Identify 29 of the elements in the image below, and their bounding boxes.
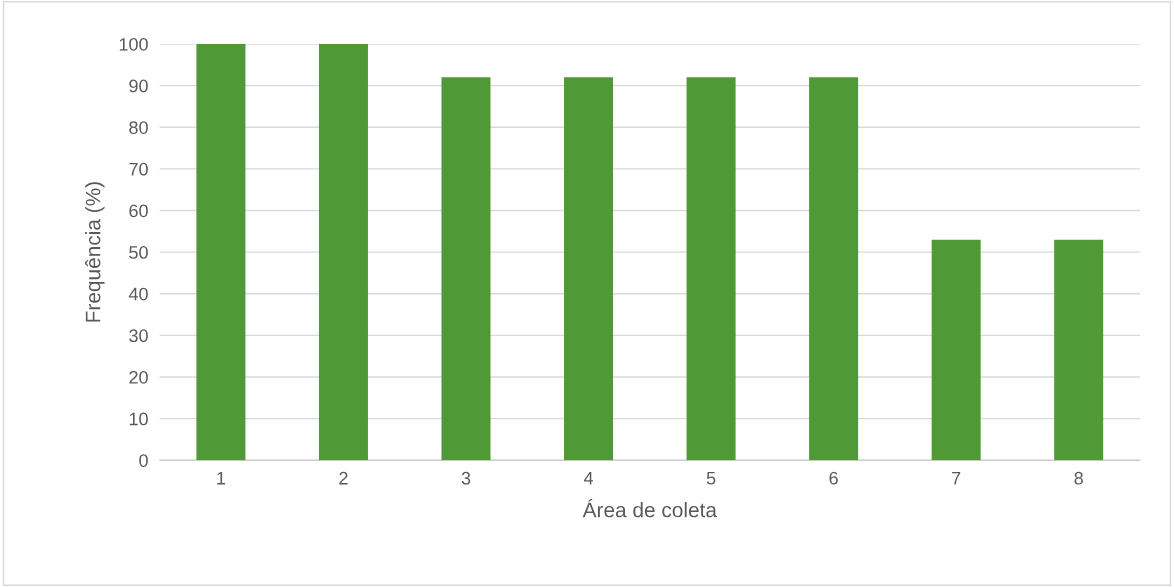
y-tick-label: 60 — [129, 204, 148, 218]
x-axis-title: Área de coleta — [582, 499, 717, 518]
bar — [931, 239, 981, 461]
x-tick-label: 2 — [339, 471, 348, 485]
y-tick-label: 10 — [129, 412, 148, 426]
y-tick-label: 100 — [119, 37, 148, 51]
bar — [564, 77, 614, 461]
x-tick-label: 5 — [706, 471, 716, 485]
bar — [441, 77, 491, 461]
bar — [196, 44, 246, 461]
y-tick-label: 50 — [129, 246, 148, 259]
y-tick-label: 20 — [129, 370, 148, 384]
y-tick-label: 70 — [129, 162, 148, 176]
y-tick-label: 80 — [129, 121, 148, 134]
y-tick-label: 30 — [129, 329, 148, 343]
x-tick-label: 1 — [217, 471, 226, 485]
x-tick-label: 4 — [583, 471, 594, 485]
y-axis-title: Frequência (%) — [85, 182, 105, 322]
x-tick-label: 8 — [1074, 471, 1083, 485]
y-tick-label: 90 — [129, 79, 148, 93]
bar — [809, 77, 859, 461]
bar — [1054, 239, 1104, 461]
x-tick-label: 3 — [461, 471, 471, 485]
bar — [686, 77, 736, 461]
y-tick-label: 0 — [139, 454, 148, 467]
y-tick-label: 40 — [128, 287, 148, 301]
x-tick-label: 7 — [952, 471, 961, 485]
bar — [318, 44, 368, 461]
x-tick-label: 6 — [829, 471, 838, 485]
